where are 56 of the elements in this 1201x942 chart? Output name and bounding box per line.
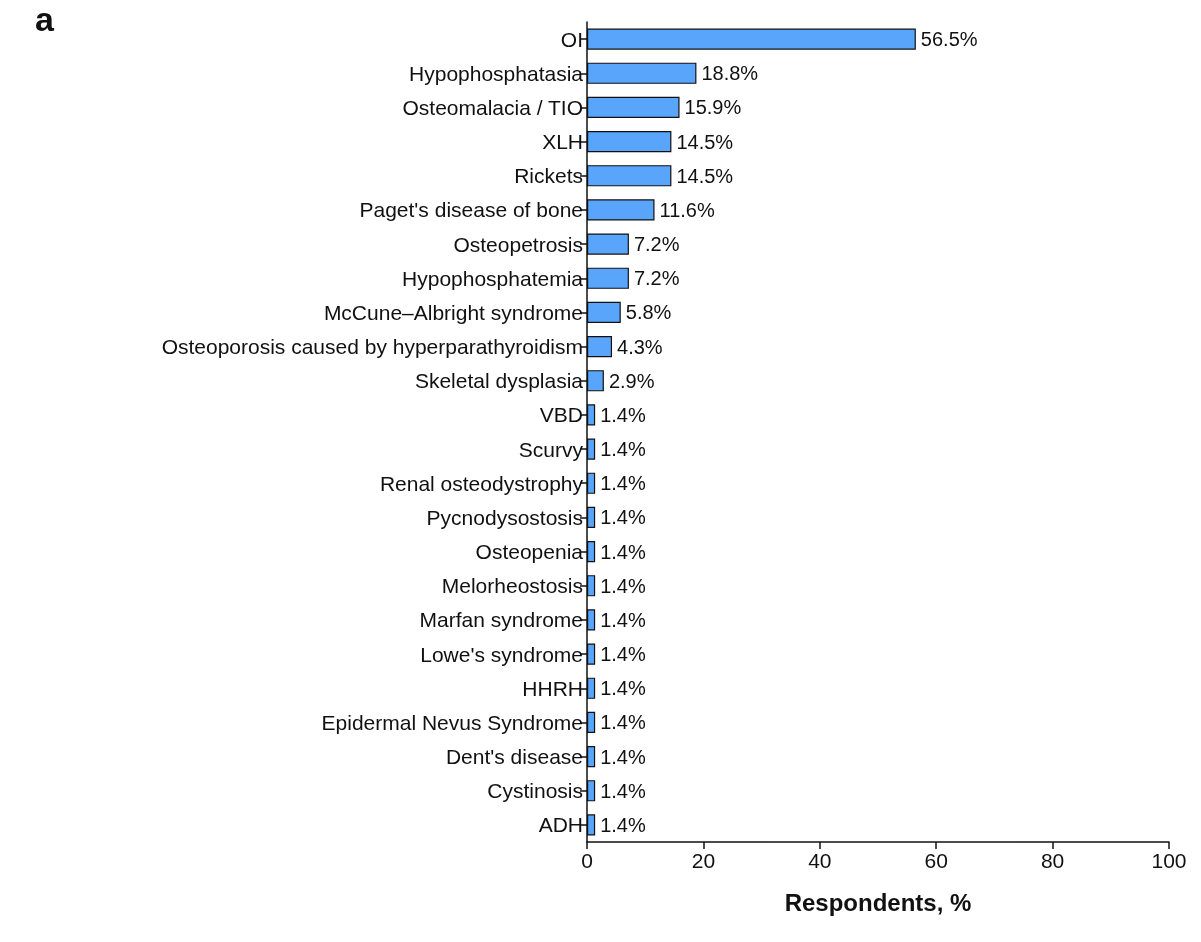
y-tick-label: Melorheostosis: [441, 574, 583, 598]
data-label: 7.2%: [633, 233, 680, 256]
x-tick-label: 20: [691, 849, 716, 872]
data-label: 4.3%: [617, 335, 663, 358]
data-label: 1.4%: [600, 472, 646, 495]
y-tick-label: Paget's disease of bone: [359, 198, 583, 222]
data-label: 11.6%: [659, 198, 715, 221]
y-tick-label: OI: [560, 27, 583, 51]
y-tick-label: Skeletal dysplasia: [414, 369, 584, 393]
x-tick-label: 60: [924, 849, 948, 872]
data-label: 14.5%: [676, 130, 734, 153]
data-label: 1.4%: [600, 506, 646, 529]
x-tick-label: 40: [808, 849, 832, 872]
y-tick-label: Renal osteodystrophy: [379, 471, 584, 495]
y-tick-label: Cystinosis: [487, 779, 583, 803]
y-tick-label: HHRH: [522, 676, 583, 700]
data-label: 1.4%: [600, 711, 646, 734]
y-tick-label: Epidermal Nevus Syndrome: [321, 710, 583, 734]
text: a: [35, 0, 55, 38]
data-label: 15.9%: [684, 96, 742, 119]
x-tick-label: 0: [581, 849, 593, 872]
y-tick-label: Osteoporosis caused by hyperparathyroidism: [161, 335, 583, 359]
y-tick-label: Scurvy: [518, 437, 584, 461]
data-label: 1.4%: [600, 608, 646, 631]
data-label: 1.4%: [600, 403, 646, 426]
y-tick-label: Osteomalacia / TIO: [402, 95, 583, 119]
data-label: 56.5%: [920, 28, 978, 51]
x-tick-label: 80: [1040, 849, 1065, 872]
y-tick-label: Lowe's syndrome: [420, 642, 583, 666]
data-label: 1.4%: [600, 813, 646, 836]
data-label: 1.4%: [600, 438, 646, 461]
x-axis-title: Respondents, %: [784, 888, 972, 916]
y-tick-label: Pycnodysostosis: [426, 505, 583, 529]
data-label: 18.8%: [701, 62, 759, 85]
data-label: 1.4%: [600, 643, 646, 666]
x-tick-label: 100: [1151, 849, 1187, 872]
y-tick-label: Hypophosphatasia: [409, 61, 584, 85]
y-tick-label: McCune–Albright syndrome: [323, 300, 583, 324]
data-label: 1.4%: [600, 677, 646, 700]
y-tick-label: Marfan syndrome: [419, 608, 583, 632]
y-tick-label: Osteopenia: [475, 540, 584, 564]
data-label: 7.2%: [633, 267, 680, 290]
data-label: 5.8%: [625, 301, 672, 324]
y-tick-label: Dent's disease: [445, 745, 583, 769]
data-label: 14.5%: [676, 164, 734, 187]
y-tick-label: Osteopetrosis: [453, 232, 583, 256]
y-tick-label: Hypophosphatemia: [402, 266, 584, 290]
y-tick-label: XLH: [542, 130, 583, 154]
data-label: 1.4%: [600, 745, 646, 768]
data-label: 1.4%: [600, 779, 646, 802]
y-tick-label: ADH: [538, 813, 583, 837]
data-label: 1.4%: [600, 574, 646, 597]
y-tick-label: Rickets: [514, 164, 583, 188]
data-label: 1.4%: [600, 540, 646, 563]
data-label: 2.9%: [608, 369, 655, 392]
y-tick-label: VBD: [539, 403, 583, 427]
